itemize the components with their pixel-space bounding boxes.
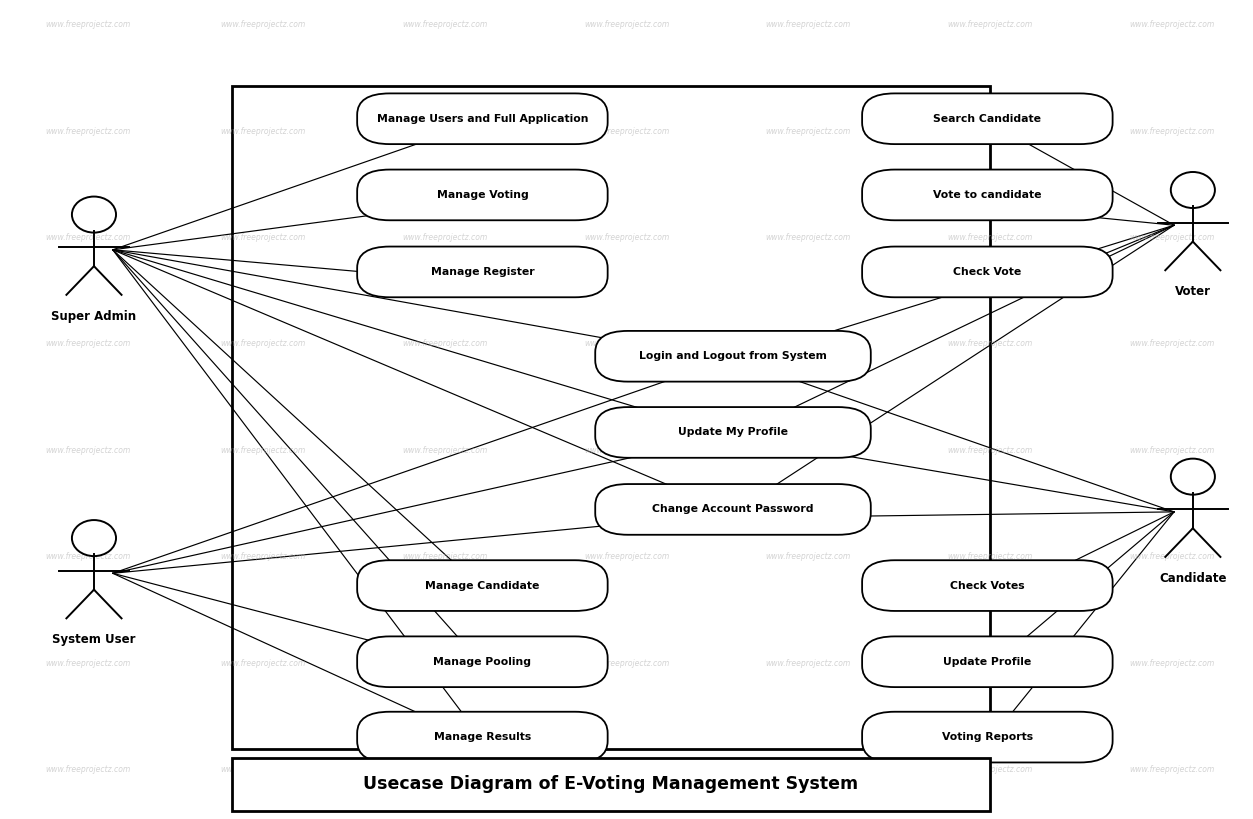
Text: www.freeprojectz.com: www.freeprojectz.com <box>402 340 487 348</box>
Text: Manage Pooling: Manage Pooling <box>434 657 531 667</box>
Text: www.freeprojectz.com: www.freeprojectz.com <box>221 553 306 561</box>
Text: www.freeprojectz.com: www.freeprojectz.com <box>947 233 1032 242</box>
Text: www.freeprojectz.com: www.freeprojectz.com <box>766 446 851 455</box>
Text: www.freeprojectz.com: www.freeprojectz.com <box>947 340 1032 348</box>
Text: Update My Profile: Update My Profile <box>678 428 788 437</box>
Text: www.freeprojectz.com: www.freeprojectz.com <box>584 20 669 29</box>
Text: www.freeprojectz.com: www.freeprojectz.com <box>584 446 669 455</box>
FancyBboxPatch shape <box>595 484 871 535</box>
Text: www.freeprojectz.com: www.freeprojectz.com <box>584 553 669 561</box>
Text: www.freeprojectz.com: www.freeprojectz.com <box>221 766 306 774</box>
Text: www.freeprojectz.com: www.freeprojectz.com <box>45 127 130 135</box>
Text: www.freeprojectz.com: www.freeprojectz.com <box>402 446 487 455</box>
Text: www.freeprojectz.com: www.freeprojectz.com <box>402 20 487 29</box>
Ellipse shape <box>71 197 117 233</box>
Text: www.freeprojectz.com: www.freeprojectz.com <box>45 340 130 348</box>
Text: Check Votes: Check Votes <box>950 581 1025 590</box>
Text: Change Account Password: Change Account Password <box>653 505 813 514</box>
Text: www.freeprojectz.com: www.freeprojectz.com <box>402 553 487 561</box>
FancyBboxPatch shape <box>357 636 608 687</box>
Text: www.freeprojectz.com: www.freeprojectz.com <box>221 233 306 242</box>
Text: www.freeprojectz.com: www.freeprojectz.com <box>45 659 130 667</box>
Text: www.freeprojectz.com: www.freeprojectz.com <box>402 659 487 667</box>
Text: www.freeprojectz.com: www.freeprojectz.com <box>402 233 487 242</box>
Text: Update Profile: Update Profile <box>944 657 1031 667</box>
Text: www.freeprojectz.com: www.freeprojectz.com <box>221 340 306 348</box>
FancyBboxPatch shape <box>357 560 608 611</box>
Text: Manage Users and Full Application: Manage Users and Full Application <box>377 114 588 124</box>
Text: Voter: Voter <box>1175 285 1210 298</box>
FancyBboxPatch shape <box>862 712 1113 762</box>
Text: Usecase Diagram of E-Voting Management System: Usecase Diagram of E-Voting Management S… <box>363 775 858 793</box>
Text: www.freeprojectz.com: www.freeprojectz.com <box>221 127 306 135</box>
Text: www.freeprojectz.com: www.freeprojectz.com <box>1129 766 1214 774</box>
Text: Voting Reports: Voting Reports <box>942 732 1032 742</box>
FancyBboxPatch shape <box>862 636 1113 687</box>
FancyBboxPatch shape <box>862 170 1113 220</box>
Text: www.freeprojectz.com: www.freeprojectz.com <box>766 553 851 561</box>
Text: www.freeprojectz.com: www.freeprojectz.com <box>402 127 487 135</box>
FancyBboxPatch shape <box>357 247 608 297</box>
FancyBboxPatch shape <box>357 93 608 144</box>
Text: www.freeprojectz.com: www.freeprojectz.com <box>1129 127 1214 135</box>
Text: Manage Results: Manage Results <box>434 732 531 742</box>
Text: www.freeprojectz.com: www.freeprojectz.com <box>766 127 851 135</box>
Text: www.freeprojectz.com: www.freeprojectz.com <box>766 233 851 242</box>
Text: www.freeprojectz.com: www.freeprojectz.com <box>766 340 851 348</box>
FancyBboxPatch shape <box>862 247 1113 297</box>
Text: Vote to candidate: Vote to candidate <box>933 190 1041 200</box>
FancyBboxPatch shape <box>595 407 871 458</box>
Text: www.freeprojectz.com: www.freeprojectz.com <box>584 659 669 667</box>
Text: www.freeprojectz.com: www.freeprojectz.com <box>947 20 1032 29</box>
Text: www.freeprojectz.com: www.freeprojectz.com <box>45 766 130 774</box>
Text: www.freeprojectz.com: www.freeprojectz.com <box>1129 659 1214 667</box>
Text: www.freeprojectz.com: www.freeprojectz.com <box>766 20 851 29</box>
Text: www.freeprojectz.com: www.freeprojectz.com <box>766 766 851 774</box>
Text: www.freeprojectz.com: www.freeprojectz.com <box>1129 340 1214 348</box>
FancyBboxPatch shape <box>862 93 1113 144</box>
FancyBboxPatch shape <box>862 560 1113 611</box>
Text: www.freeprojectz.com: www.freeprojectz.com <box>584 766 669 774</box>
Text: www.freeprojectz.com: www.freeprojectz.com <box>584 233 669 242</box>
Text: www.freeprojectz.com: www.freeprojectz.com <box>1129 553 1214 561</box>
Text: www.freeprojectz.com: www.freeprojectz.com <box>584 127 669 135</box>
Bar <box>232 758 990 811</box>
Text: www.freeprojectz.com: www.freeprojectz.com <box>1129 446 1214 455</box>
Text: www.freeprojectz.com: www.freeprojectz.com <box>947 766 1032 774</box>
Text: www.freeprojectz.com: www.freeprojectz.com <box>45 20 130 29</box>
Text: www.freeprojectz.com: www.freeprojectz.com <box>45 553 130 561</box>
Text: www.freeprojectz.com: www.freeprojectz.com <box>221 20 306 29</box>
Text: Manage Candidate: Manage Candidate <box>425 581 540 590</box>
Text: www.freeprojectz.com: www.freeprojectz.com <box>947 553 1032 561</box>
Text: Manage Voting: Manage Voting <box>436 190 529 200</box>
Text: www.freeprojectz.com: www.freeprojectz.com <box>1129 233 1214 242</box>
Ellipse shape <box>1170 172 1215 208</box>
Text: www.freeprojectz.com: www.freeprojectz.com <box>221 446 306 455</box>
Text: www.freeprojectz.com: www.freeprojectz.com <box>947 446 1032 455</box>
FancyBboxPatch shape <box>357 712 608 762</box>
Text: www.freeprojectz.com: www.freeprojectz.com <box>45 233 130 242</box>
Ellipse shape <box>71 520 117 556</box>
Bar <box>232 86 990 749</box>
FancyBboxPatch shape <box>357 170 608 220</box>
Text: System User: System User <box>53 633 135 646</box>
Text: www.freeprojectz.com: www.freeprojectz.com <box>947 659 1032 667</box>
Text: Search Candidate: Search Candidate <box>933 114 1041 124</box>
Text: Check Vote: Check Vote <box>954 267 1021 277</box>
Text: Login and Logout from System: Login and Logout from System <box>639 351 827 361</box>
Text: www.freeprojectz.com: www.freeprojectz.com <box>402 766 487 774</box>
Text: www.freeprojectz.com: www.freeprojectz.com <box>584 340 669 348</box>
Text: Candidate: Candidate <box>1159 572 1227 585</box>
Text: Super Admin: Super Admin <box>51 310 137 323</box>
Ellipse shape <box>1170 459 1215 495</box>
Text: www.freeprojectz.com: www.freeprojectz.com <box>45 446 130 455</box>
Text: www.freeprojectz.com: www.freeprojectz.com <box>1129 20 1214 29</box>
Text: www.freeprojectz.com: www.freeprojectz.com <box>766 659 851 667</box>
Text: Manage Register: Manage Register <box>431 267 534 277</box>
FancyBboxPatch shape <box>595 331 871 382</box>
Text: www.freeprojectz.com: www.freeprojectz.com <box>221 659 306 667</box>
Text: www.freeprojectz.com: www.freeprojectz.com <box>947 127 1032 135</box>
